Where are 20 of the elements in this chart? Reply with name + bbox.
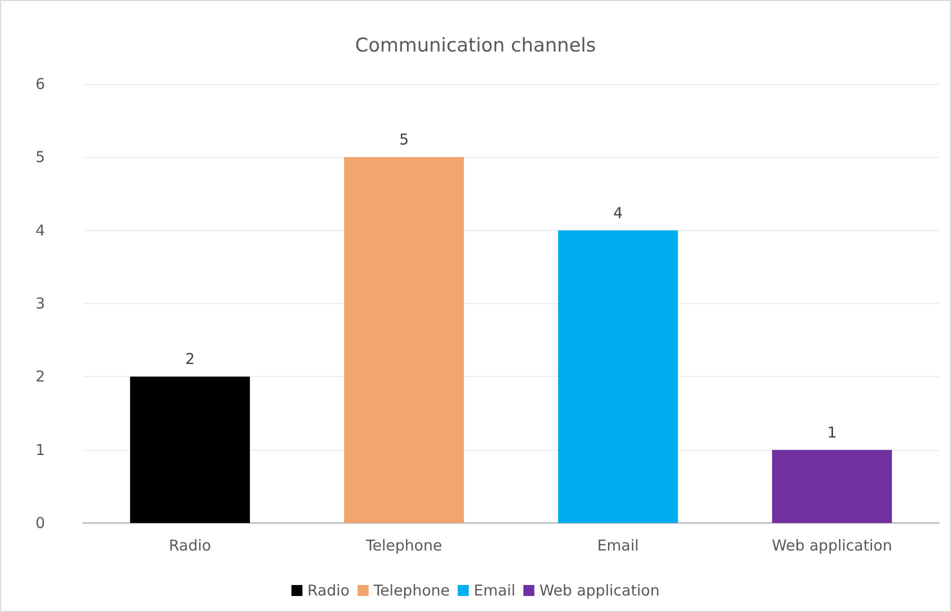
y-tick-label: 6 xyxy=(35,75,45,93)
y-tick-label: 3 xyxy=(35,294,45,312)
legend-label: Telephone xyxy=(372,582,450,600)
y-tick-label: 4 xyxy=(35,221,45,240)
data-label: 5 xyxy=(399,130,409,149)
y-tick-label: 2 xyxy=(35,368,45,386)
x-tick-label: Radio xyxy=(168,536,212,554)
chart-title: Communication channels xyxy=(355,34,596,56)
data-label: 2 xyxy=(185,350,195,368)
legend-label: Radio xyxy=(307,582,350,600)
y-tick-label: 5 xyxy=(35,148,45,166)
legend-label: Web application xyxy=(539,582,660,600)
x-tick-label: Email xyxy=(597,536,639,554)
data-label: 4 xyxy=(613,204,623,222)
y-tick-label: 0 xyxy=(35,514,45,532)
data-label: 1 xyxy=(827,423,837,442)
x-tick-label: Web application xyxy=(772,536,892,554)
x-tick-label: Telephone xyxy=(364,536,442,554)
legend-label: Email xyxy=(474,582,516,600)
y-tick-label: 1 xyxy=(35,440,45,459)
